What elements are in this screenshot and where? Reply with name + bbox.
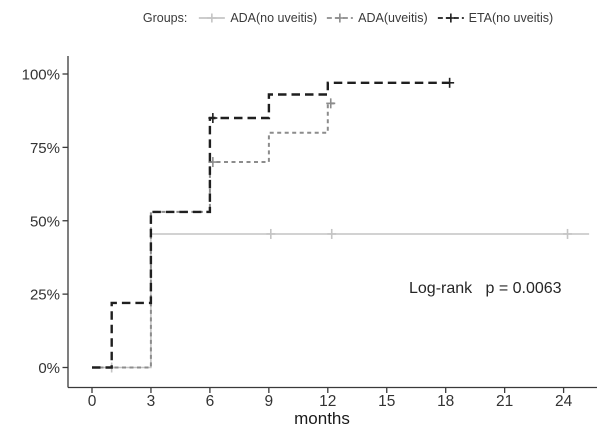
x-tick-label: 18 bbox=[437, 393, 454, 410]
y-tick-label: 75% bbox=[30, 140, 60, 157]
censor-mark bbox=[563, 228, 573, 239]
legend-key-line bbox=[327, 13, 354, 23]
x-tick-label: 3 bbox=[147, 393, 156, 410]
legend-item-label: ADA(no uveitis) bbox=[230, 11, 318, 25]
series-line-eta-no-uveitis- bbox=[92, 81, 450, 369]
y-tick-label: 25% bbox=[30, 287, 60, 304]
x-tick-label: 12 bbox=[319, 393, 336, 410]
series-line-ada-uveitis- bbox=[92, 102, 336, 369]
plot-legend: Groups: ADA(no uveitis) ADA(uveitis) ETA(n… bbox=[143, 11, 553, 25]
legend-key-line bbox=[437, 13, 464, 23]
y-tick-label: 0% bbox=[38, 360, 60, 377]
log-rank-annotation: Log-rank p = 0.0063 bbox=[409, 280, 562, 297]
legend-key-line bbox=[199, 13, 226, 23]
x-axis-title: months bbox=[294, 409, 350, 428]
series-line-ada-no-uveitis- bbox=[92, 233, 590, 369]
y-tick-label: 50% bbox=[30, 213, 60, 230]
censor-mark bbox=[266, 228, 276, 239]
censor-mark bbox=[445, 77, 455, 88]
censor-mark bbox=[326, 98, 336, 109]
x-tick-label: 0 bbox=[88, 393, 97, 410]
legend-item-ada-no-uveitis-: ADA(no uveitis) bbox=[198, 11, 317, 25]
legend-item-label: ADA(uveitis) bbox=[358, 11, 428, 25]
censor-mark bbox=[208, 113, 218, 124]
censor-mark bbox=[327, 228, 337, 239]
censor-mark bbox=[208, 157, 218, 168]
legend-item-ada-uveitis-: ADA(uveitis) bbox=[326, 11, 428, 25]
legend-title: Groups: bbox=[142, 11, 188, 25]
legend-item-label: ETA(no uveitis) bbox=[468, 11, 554, 25]
legend-item-eta-no-uveitis-: ETA(no uveitis) bbox=[437, 11, 554, 25]
x-tick-label: 9 bbox=[265, 393, 274, 410]
x-tick-label: 15 bbox=[378, 393, 395, 410]
x-tick-label: 6 bbox=[206, 393, 215, 410]
x-tick-label: 24 bbox=[555, 393, 573, 410]
y-tick-label: 100% bbox=[22, 67, 60, 84]
x-tick-label: 21 bbox=[496, 393, 513, 410]
